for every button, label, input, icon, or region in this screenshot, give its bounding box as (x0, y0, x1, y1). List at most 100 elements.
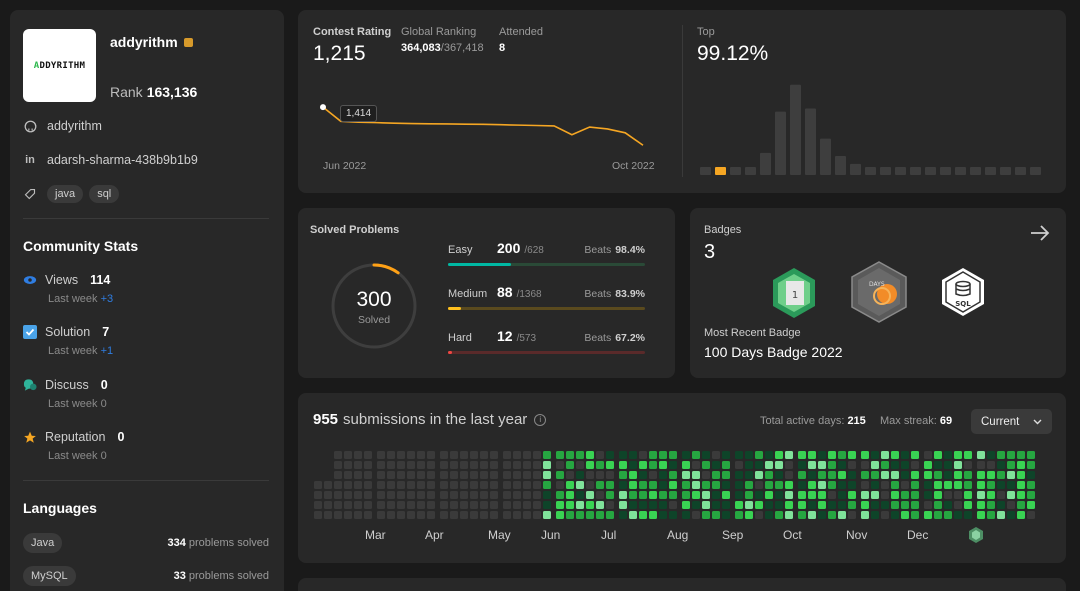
linkedin-link[interactable]: in adarsh-sharma-438b9b1b9 (23, 153, 198, 167)
arrow-right-icon[interactable] (1030, 224, 1050, 247)
heatmap-cell (523, 471, 531, 479)
heatmap-cell (901, 481, 909, 489)
heatmap-cell (606, 471, 614, 479)
histogram-bar (760, 152, 771, 175)
heatmap-cell (712, 471, 720, 479)
rank-value: 163,136 (146, 84, 198, 100)
heatmap-cell (596, 461, 604, 469)
heatmap-cell (861, 511, 869, 519)
heatmap-cell (881, 451, 889, 459)
difficulty-progress-fill (448, 351, 453, 354)
heatmap-cell (490, 471, 498, 479)
heatmap-cell (596, 491, 604, 499)
heatmap-cell (808, 471, 816, 479)
heatmap-cell (354, 501, 362, 509)
submission-heatmap[interactable] (314, 451, 1044, 523)
heatmap-cell (503, 491, 511, 499)
heatmap-cell (798, 461, 806, 469)
heatmap-cell (324, 491, 332, 499)
skill-tag[interactable]: sql (89, 185, 120, 203)
rating-point[interactable] (320, 104, 326, 111)
heatmap-cell (417, 491, 425, 499)
heatmap-cell (460, 511, 468, 519)
heatmap-cell (407, 471, 415, 479)
github-link[interactable]: addyrithm (23, 119, 102, 133)
dropdown-value: Current (981, 415, 1020, 428)
heatmap-cell (1027, 501, 1035, 509)
month-label: Apr (425, 528, 444, 542)
heatmap-cell (639, 471, 647, 479)
heatmap-cell (901, 511, 909, 519)
heatmap-cell (619, 491, 627, 499)
heatmap-cell (427, 461, 435, 469)
solved-progress-ring (331, 263, 417, 349)
heatmap-cell (712, 501, 720, 509)
heatmap-cell (470, 481, 478, 489)
avatar[interactable]: ADDYRITHM (23, 29, 96, 102)
heatmap-cell (755, 451, 763, 459)
heatmap-cell (354, 491, 362, 499)
stat-value: 7 (102, 325, 110, 339)
heatmap-cell (377, 511, 385, 519)
community-stats-title: Community Stats (23, 238, 139, 254)
heatmap-cell (954, 501, 962, 509)
global-ranking-value: 364,083 (401, 42, 441, 54)
heatmap-cell (682, 491, 690, 499)
heatmap-cell (427, 501, 435, 509)
heatmap-cell (964, 481, 972, 489)
heatmap-cell (702, 481, 710, 489)
histogram-bar (865, 167, 876, 175)
contest-rating-label: Contest Rating (313, 26, 392, 38)
skill-tag[interactable]: java (47, 185, 84, 203)
stat-sub-value: 0 (100, 398, 107, 410)
heatmap-cell (954, 481, 962, 489)
heatmap-cell (818, 471, 826, 479)
heatmap-cell (964, 471, 972, 479)
histogram-bar (970, 167, 981, 175)
heatmap-cell (1007, 511, 1015, 519)
difficulty-progress-bar (448, 351, 645, 354)
rating-line-chart[interactable] (313, 98, 663, 158)
heatmap-cell (755, 511, 763, 519)
heatmap-cell (619, 511, 627, 519)
heatmap-cell (629, 451, 637, 459)
badges-title: Badges (704, 224, 742, 236)
rating-histogram[interactable] (700, 70, 1050, 176)
heatmap-cell (722, 511, 730, 519)
heatmap-cell (417, 481, 425, 489)
heatmap-cell (808, 451, 816, 459)
year-dropdown[interactable]: Current (971, 409, 1052, 434)
heatmap-cell (377, 481, 385, 489)
heatmap-cell (450, 481, 458, 489)
contest-rating: Contest Rating 1,215 (313, 26, 391, 66)
heatmap-cell (566, 461, 574, 469)
heatmap-cell (881, 511, 889, 519)
heatmap-cell (566, 511, 574, 519)
heatmap-cell (838, 511, 846, 519)
heatmap-cell (556, 511, 564, 519)
heatmap-cell (997, 501, 1005, 509)
heatmap-cell (818, 451, 826, 459)
heatmap-cell (924, 511, 932, 519)
heatmap-cell (944, 491, 952, 499)
language-tag[interactable]: Java (23, 533, 63, 553)
recent-badge-label: Most Recent Badge (704, 327, 801, 339)
annual-badge-icon[interactable]: 1 (770, 266, 818, 325)
heatmap-cell (566, 471, 574, 479)
heatmap-cell (566, 451, 574, 459)
rating-tooltip: 1,414 (340, 105, 378, 122)
heatmap-cell (702, 501, 710, 509)
language-tag[interactable]: MySQL (23, 566, 76, 586)
info-icon[interactable]: i (534, 413, 547, 426)
heatmap-cell (977, 481, 985, 489)
heatmap-cell (682, 511, 690, 519)
github-icon (23, 119, 37, 133)
month-label: Jun (541, 528, 561, 542)
heatmap-cell (407, 501, 415, 509)
histogram-bar (790, 84, 801, 175)
heatmap-cell (490, 451, 498, 459)
active-days: Total active days: 215 (760, 415, 866, 427)
100-days-badge-icon[interactable]: DAYS (849, 260, 909, 329)
sql-badge-icon[interactable]: SQL (940, 266, 986, 323)
max-streak: Max streak: 69 (880, 415, 953, 427)
